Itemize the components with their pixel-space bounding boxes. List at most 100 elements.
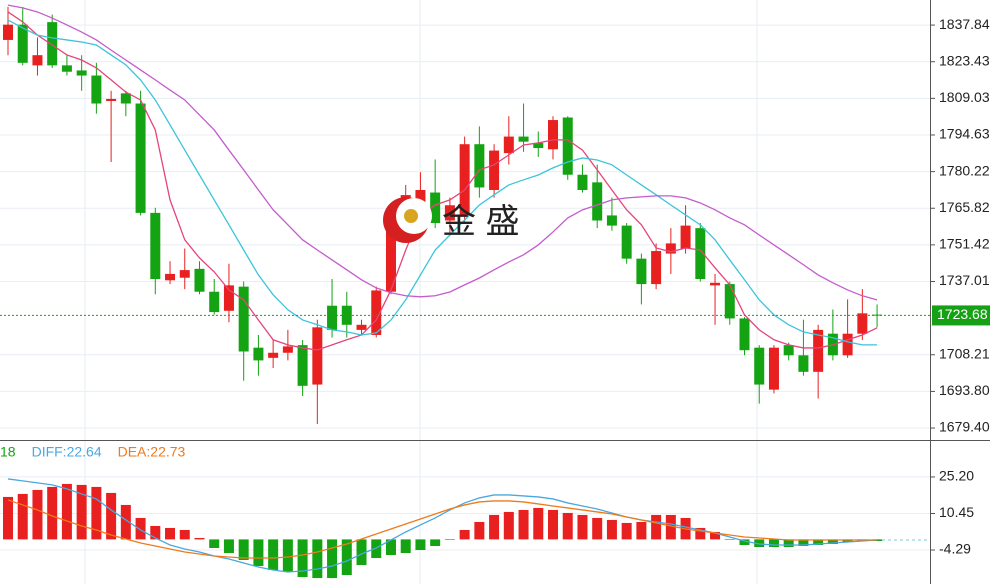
legend-entry: DEA:22.73 [118, 444, 186, 460]
candle-body [238, 286, 249, 352]
macd-bar [783, 539, 794, 547]
macd-bar [503, 511, 514, 540]
macd-bar [651, 514, 662, 540]
candle-body [47, 22, 58, 66]
macd-bar [371, 539, 382, 559]
macd-bar [209, 539, 220, 548]
logo-dot [404, 209, 418, 223]
macd-bar [459, 529, 470, 540]
y-tick-label: 1708.21 [939, 345, 990, 361]
y-tick-label: 1794.63 [939, 126, 990, 142]
candle-body [223, 285, 234, 311]
macd-bar [444, 539, 455, 540]
macd-bar [135, 517, 146, 540]
macd-bar [165, 527, 176, 540]
macd-bar [47, 486, 58, 540]
indicator-line [7, 4, 878, 301]
candle-body [739, 318, 750, 351]
watermark: 金 盛 [442, 203, 519, 241]
macd-bar [710, 531, 721, 540]
indicator-line [7, 499, 878, 559]
macd-bar [518, 509, 529, 540]
candle-body [651, 251, 662, 285]
indicator-line [7, 478, 878, 573]
macd-bar [312, 539, 323, 579]
macd-bar [356, 539, 367, 566]
candle-body [695, 228, 706, 280]
macd-bar [724, 539, 735, 540]
candle-body [268, 352, 279, 358]
candle-body [548, 120, 559, 150]
candle-body [680, 225, 691, 249]
candle-body [150, 212, 161, 280]
y-tick-label: 1751.42 [939, 236, 990, 252]
candle-body [621, 225, 632, 259]
candle-body [798, 355, 809, 372]
candle-body [282, 346, 293, 353]
y-tick-label: -4.29 [939, 541, 971, 557]
macd-bar [32, 489, 43, 540]
y-tick-label: 10.45 [939, 504, 974, 520]
y-tick-label: 1765.82 [939, 199, 990, 215]
candle-body [754, 347, 765, 385]
candle-body [312, 327, 323, 385]
macd-bar [194, 537, 205, 540]
candle-body [371, 290, 382, 335]
candle-body [459, 144, 470, 216]
macd-bar [3, 496, 13, 540]
candle-body [76, 70, 87, 76]
macd-bar [282, 539, 293, 573]
candle-body [489, 150, 500, 190]
legend-entry: 18 [0, 444, 16, 460]
candle-body [592, 182, 603, 221]
candle-body [518, 136, 529, 142]
candle-body [3, 24, 13, 40]
legend-entry: DIFF:22.64 [32, 444, 102, 460]
candle-body [165, 273, 176, 281]
candle-body [474, 144, 485, 188]
macd-bar [739, 539, 750, 545]
candle-body [106, 98, 117, 101]
macd-bar [768, 539, 779, 547]
macd-bar [827, 539, 838, 544]
y-tick-label: 1737.01 [939, 272, 990, 288]
candle-body [61, 65, 72, 72]
candle-body [813, 329, 824, 372]
macd-bar [621, 522, 632, 540]
macd-bar [798, 539, 809, 547]
y-tick-label: 1823.43 [939, 52, 990, 68]
macd-bar [533, 507, 544, 540]
macd-bar [120, 504, 131, 540]
candle-body [430, 192, 441, 224]
indicator-line [7, 11, 878, 351]
candle-body [842, 333, 853, 356]
macd-bar [400, 539, 411, 553]
macd-bar [150, 525, 161, 540]
candle-body [120, 93, 131, 104]
candle-body [606, 215, 617, 226]
macd-bar [341, 539, 352, 576]
macd-bar [606, 519, 617, 540]
y-tick-label: 1679.40 [939, 419, 990, 435]
candle-body [209, 291, 220, 313]
macd-bar [297, 539, 308, 578]
macd-bar [223, 539, 234, 553]
y-tick-label: 1809.03 [939, 89, 990, 105]
y-tick-label: 1693.80 [939, 382, 990, 398]
candle-body [341, 305, 352, 325]
macd-bar [61, 483, 72, 540]
candle-body [562, 117, 573, 175]
candle-body [636, 258, 647, 285]
macd-bar [106, 492, 117, 540]
macd-bar [842, 539, 853, 542]
macd-bar [179, 529, 190, 540]
candle-body [783, 345, 794, 356]
macd-bar [592, 517, 603, 540]
candle-body [665, 243, 676, 254]
candle-body [253, 347, 264, 361]
candle-body [194, 268, 205, 292]
macd-bar [385, 539, 396, 556]
macd-bar [268, 539, 279, 571]
